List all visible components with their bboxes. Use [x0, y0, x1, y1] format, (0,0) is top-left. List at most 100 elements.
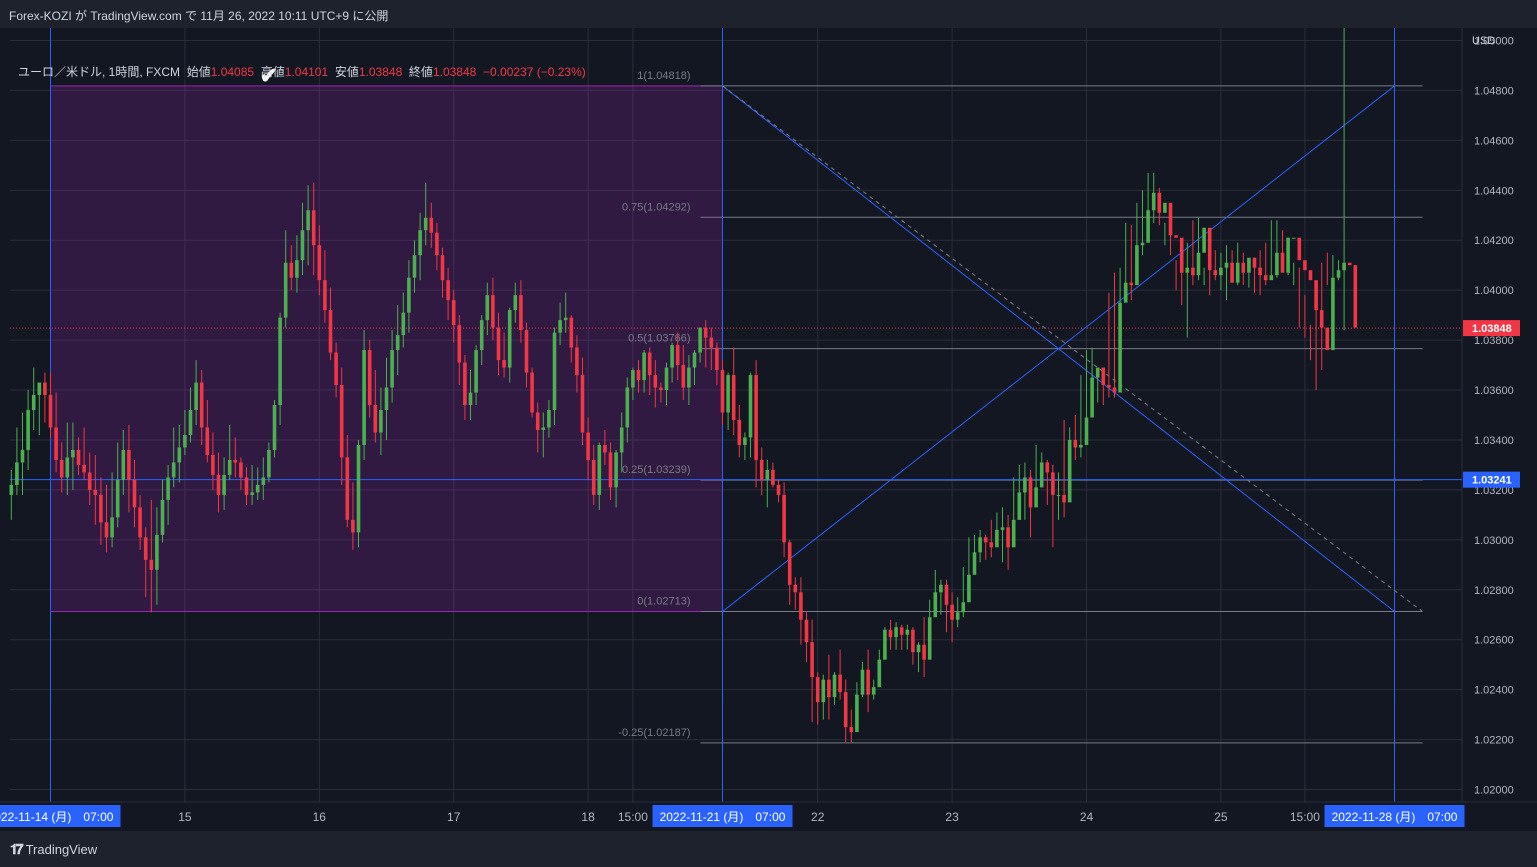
candle-up — [513, 295, 518, 311]
candle-up — [412, 255, 417, 278]
candle-down — [239, 462, 243, 478]
candle-up — [1269, 275, 1274, 281]
price-tick-label: 1.02200 — [1474, 735, 1514, 747]
candle-up — [1163, 202, 1167, 213]
candle-up — [905, 629, 910, 635]
price-tick-label: 1.02600 — [1474, 635, 1514, 647]
candle-up — [1000, 527, 1005, 530]
candle-up — [726, 375, 730, 413]
price-tick-label: 1.02800 — [1474, 585, 1514, 597]
candle-down — [603, 444, 607, 453]
candle-down — [815, 677, 820, 703]
candle-up — [692, 352, 697, 368]
candle-up — [407, 277, 411, 313]
time-tick-label: 15:00 — [618, 810, 648, 824]
time-tick-label: 15:00 — [1290, 810, 1320, 824]
candle-up — [1079, 444, 1083, 448]
candle-up — [687, 367, 691, 388]
candle-up — [765, 469, 770, 480]
candle-up — [37, 382, 42, 396]
candle-down — [759, 459, 764, 480]
time-axis[interactable]: 2022-11-14 (月) 07:00 15 16 17 18 15:00 2022-11… — [0, 801, 1537, 831]
open-value: 1.04085 — [210, 65, 255, 79]
candle-up — [832, 674, 837, 698]
candle-down — [373, 405, 378, 433]
candle-up — [171, 462, 176, 478]
candle-up — [1286, 237, 1290, 273]
candle-down — [1308, 270, 1313, 281]
candle-down — [1073, 439, 1078, 448]
candle-down — [703, 327, 708, 338]
candle-up — [883, 629, 887, 660]
candle-up — [955, 612, 960, 620]
candle-down — [1179, 237, 1184, 273]
tradingview-brand[interactable]: 𝟏𝟕 TradingView — [10, 841, 97, 858]
candle-down — [1213, 270, 1218, 276]
candle-down — [569, 317, 574, 348]
candlestick-chart[interactable]: 1(1.04818) 0.75(1.04292) 0.5(1.03766) 0.25(… — [0, 28, 1537, 831]
candle-down — [675, 345, 680, 366]
candle-up — [619, 427, 624, 453]
candle-up — [1196, 252, 1201, 276]
candle-down — [1045, 462, 1050, 473]
candle-down — [323, 280, 327, 311]
candle-down — [351, 519, 355, 533]
time-highlight-tag — [0, 805, 121, 827]
time-tick-label: 23 — [945, 810, 959, 824]
candle-down — [804, 619, 809, 643]
candle-up — [418, 230, 422, 256]
fib-level-label: 0(1.02713) — [637, 595, 690, 607]
price-marker-tag — [1463, 471, 1520, 488]
price-tick-label: 1.04200 — [1474, 235, 1514, 247]
candle-down — [754, 375, 758, 460]
candle-up — [115, 479, 120, 518]
candle-down — [1174, 235, 1178, 238]
candle-up — [563, 317, 568, 321]
candle-up — [1336, 270, 1341, 278]
candle-down — [950, 604, 954, 620]
candle-up — [642, 352, 646, 381]
candle-down — [1207, 227, 1212, 271]
candle-up — [743, 437, 747, 445]
candle-down — [463, 362, 467, 406]
candle-down — [143, 537, 148, 560]
candle-up — [1291, 237, 1296, 239]
candle-down — [1314, 280, 1318, 311]
time-highlight-tag — [1324, 805, 1465, 827]
time-highlight-label: 2022-11-14 (月) 07:00 — [0, 810, 114, 824]
candle-down — [653, 375, 658, 388]
candle-up — [1135, 245, 1139, 286]
candle-up — [1023, 477, 1027, 493]
candle-up — [1219, 267, 1223, 276]
candle-up — [261, 477, 266, 485]
candle-up — [31, 395, 36, 411]
low-value: 1.03848 — [358, 65, 403, 79]
candle-up — [978, 537, 982, 553]
candle-up — [1034, 487, 1038, 508]
candle-down — [59, 459, 64, 478]
candle-down — [127, 449, 131, 480]
candle-down — [205, 427, 210, 455]
candle-down — [771, 469, 775, 485]
price-tick-label: 1.03800 — [1474, 335, 1514, 347]
candle-down — [715, 347, 719, 371]
candle-down — [776, 484, 781, 495]
chart-area[interactable]: 1(1.04818) 0.75(1.04292) 0.5(1.03766) 0.25(… — [0, 28, 1537, 831]
price-axis-unit: USD — [1472, 35, 1495, 47]
tradingview-logo-icon: 𝟏𝟕 — [10, 841, 24, 857]
candle-down — [1230, 262, 1234, 283]
candle-down — [491, 295, 495, 328]
candle-down — [502, 360, 506, 368]
candle-up — [272, 405, 277, 450]
candle-down — [334, 352, 338, 386]
candle-up — [1331, 277, 1335, 351]
candle-up — [552, 332, 557, 411]
candle-down — [311, 210, 316, 246]
candle-up — [1247, 257, 1251, 273]
candle-down — [48, 395, 53, 428]
candle-down — [575, 347, 579, 376]
candle-up — [894, 627, 898, 638]
candle-up — [71, 449, 75, 458]
candle-up — [295, 260, 299, 278]
